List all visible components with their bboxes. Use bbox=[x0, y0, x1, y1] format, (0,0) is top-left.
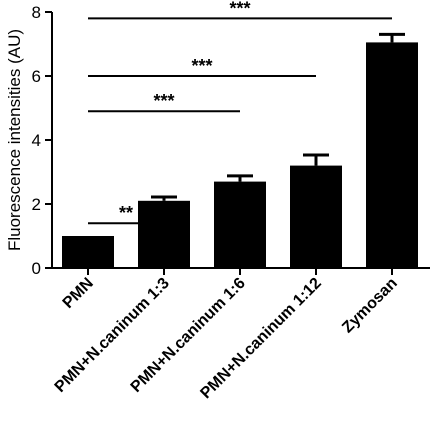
bar bbox=[366, 42, 418, 269]
y-axis-ticks: 0 2 4 6 8 bbox=[32, 3, 52, 278]
significance-label: *** bbox=[191, 56, 212, 76]
category-label: Zymosan bbox=[339, 275, 401, 337]
y-tick-label: 4 bbox=[32, 131, 41, 150]
bar bbox=[290, 165, 342, 268]
bar bbox=[62, 236, 114, 268]
significance-label: *** bbox=[229, 0, 250, 18]
bar bbox=[138, 200, 190, 268]
y-tick-label: 0 bbox=[32, 259, 41, 278]
y-tick-label: 2 bbox=[32, 195, 41, 214]
significance-label: *** bbox=[153, 91, 174, 111]
bar bbox=[214, 181, 266, 268]
y-tick-label: 6 bbox=[32, 67, 41, 86]
category-label: PMN bbox=[60, 275, 97, 312]
y-axis-label: Fluorescence intensities (AU) bbox=[5, 29, 24, 251]
y-tick-label: 8 bbox=[32, 3, 41, 22]
significance-label: ** bbox=[119, 203, 133, 223]
significance-brackets: *********** bbox=[88, 0, 392, 225]
bars bbox=[62, 32, 418, 275]
